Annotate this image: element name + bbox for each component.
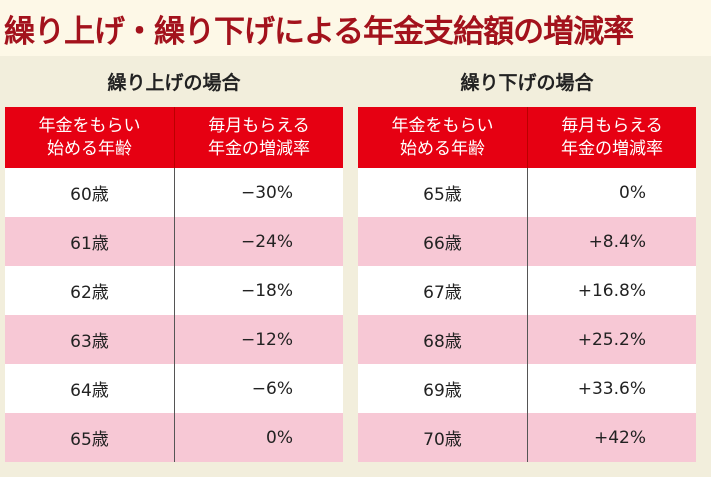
header-start-age: 年金をもらい 始める年齢 — [358, 107, 528, 168]
table-caption: 繰り上げの場合 — [107, 72, 241, 94]
age-cell: 65歳 — [5, 413, 175, 462]
rate-cell: +25.2% — [527, 315, 696, 364]
early-claim-panel: 繰り上げの場合 年金をもらい 始める年齢 毎月もらえる 年金の増減率 60歳 −… — [5, 56, 343, 462]
rate-cell: −6% — [174, 364, 343, 413]
rate-table: 年金をもらい 始める年齢 毎月もらえる 年金の増減率 65歳 0% 66歳 +8… — [358, 107, 696, 462]
table-caption: 繰り下げの場合 — [460, 72, 594, 94]
age-cell: 64歳 — [5, 364, 175, 413]
rate-cell: −24% — [174, 217, 343, 266]
header-label: 年金をもらい 始める年齢 — [391, 115, 494, 159]
table-row: 62歳 −18% — [5, 266, 343, 315]
age-cell: 60歳 — [5, 168, 175, 217]
age-cell: 70歳 — [358, 413, 528, 462]
rate-cell: +8.4% — [527, 217, 696, 266]
table-row: 67歳 +16.8% — [358, 266, 696, 315]
rate-cell: −18% — [174, 266, 343, 315]
header-rate: 毎月もらえる 年金の増減率 — [527, 107, 696, 168]
age-cell: 61歳 — [5, 217, 175, 266]
table-row: 60歳 −30% — [5, 168, 343, 217]
rate-cell: +16.8% — [527, 266, 696, 315]
rate-cell: +33.6% — [527, 364, 696, 413]
title-band: 繰り上げ・繰り下げによる年金支給額の増減率 — [0, 0, 711, 56]
deferred-claim-panel: 繰り下げの場合 年金をもらい 始める年齢 毎月もらえる 年金の増減率 65歳 0… — [358, 56, 696, 462]
rate-cell: −12% — [174, 315, 343, 364]
rate-cell: +42% — [527, 413, 696, 462]
table-row: 61歳 −24% — [5, 217, 343, 266]
table-row: 65歳 0% — [5, 413, 343, 462]
table-row: 65歳 0% — [358, 168, 696, 217]
age-cell: 66歳 — [358, 217, 528, 266]
age-cell: 63歳 — [5, 315, 175, 364]
table-row: 63歳 −12% — [5, 315, 343, 364]
header-label: 毎月もらえる 年金の増減率 — [561, 115, 663, 159]
table-row: 66歳 +8.4% — [358, 217, 696, 266]
header-label: 年金をもらい 始める年齢 — [38, 115, 141, 159]
age-cell: 62歳 — [5, 266, 175, 315]
age-cell: 69歳 — [358, 364, 528, 413]
rate-cell: 0% — [174, 413, 343, 462]
age-cell: 67歳 — [358, 266, 528, 315]
page-title: 繰り上げ・繰り下げによる年金支給額の増減率 — [4, 14, 634, 50]
header-rate: 毎月もらえる 年金の増減率 — [174, 107, 343, 168]
table-row: 64歳 −6% — [5, 364, 343, 413]
table-row: 70歳 +42% — [358, 413, 696, 462]
header-label: 毎月もらえる 年金の増減率 — [208, 115, 310, 159]
rate-cell: 0% — [527, 168, 696, 217]
age-cell: 68歳 — [358, 315, 528, 364]
rate-cell: −30% — [174, 168, 343, 217]
rate-table: 年金をもらい 始める年齢 毎月もらえる 年金の増減率 60歳 −30% 61歳 … — [5, 107, 343, 462]
header-start-age: 年金をもらい 始める年齢 — [5, 107, 175, 168]
age-cell: 65歳 — [358, 168, 528, 217]
table-row: 68歳 +25.2% — [358, 315, 696, 364]
table-row: 69歳 +33.6% — [358, 364, 696, 413]
